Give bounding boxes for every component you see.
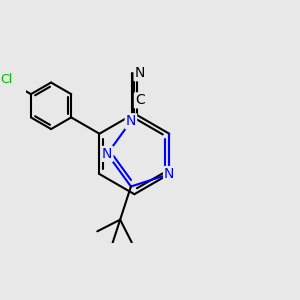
Text: C: C xyxy=(135,93,145,107)
Text: N: N xyxy=(102,147,112,161)
Text: N: N xyxy=(135,66,145,80)
Text: N: N xyxy=(164,167,175,181)
Text: Cl: Cl xyxy=(0,73,12,86)
Text: N: N xyxy=(126,114,136,128)
